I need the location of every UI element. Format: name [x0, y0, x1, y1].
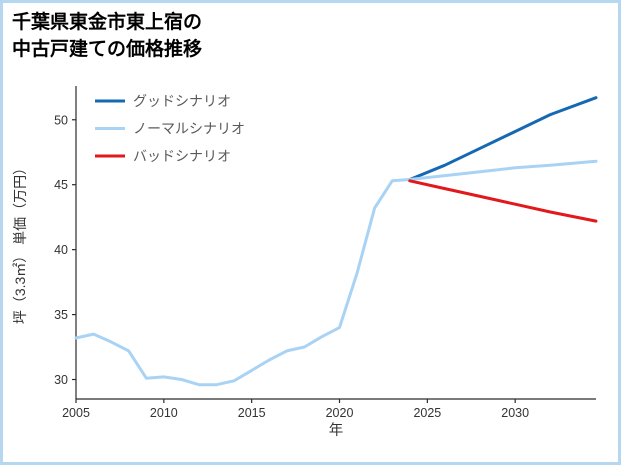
x-tick-label: 2005	[62, 406, 90, 420]
legend-label-1: ノーマルシナリオ	[133, 121, 245, 137]
x-tick-label: 2030	[501, 406, 529, 420]
y-axis-title: 坪（3.3㎡） 単価（万円）	[12, 161, 28, 324]
x-tick-label: 2025	[413, 406, 441, 420]
series-line-0	[408, 96, 598, 181]
x-tick-label: 2015	[238, 406, 266, 420]
y-tick-label: 35	[54, 308, 68, 322]
legend-label-2: バッドシナリオ	[133, 148, 231, 164]
y-tick-label: 50	[54, 113, 68, 127]
y-tick-label: 30	[54, 373, 68, 387]
x-tick-label: 2010	[150, 406, 178, 420]
chart-title-line2: 中古戸建ての価格推移	[12, 38, 203, 60]
chart-title-line1: 千葉県東金市東上宿の	[12, 12, 203, 33]
y-tick-label: 40	[54, 243, 68, 257]
chart-title: 千葉県東金市東上宿の 中古戸建ての価格推移	[12, 10, 202, 63]
series-line-1	[74, 159, 598, 387]
y-tick-label: 45	[54, 178, 68, 192]
price-trend-line-chart: 30 35 40 45 50 2005 2010 2015 2020 2025 2030 グッドシナリ…	[12, 86, 598, 439]
x-tick-label: 2020	[326, 406, 354, 420]
series-line-2	[408, 179, 598, 223]
x-axis-title: 年	[329, 422, 344, 439]
legend-label-0: グッドシナリオ	[133, 93, 231, 109]
